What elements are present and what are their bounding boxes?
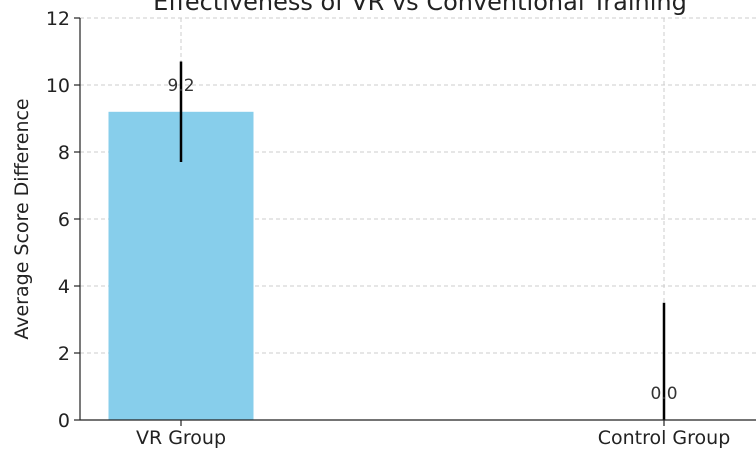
chart-title: Effectiveness of VR vs Conventional Trai… <box>153 0 687 16</box>
data-labels: 9.2 0.0 <box>167 76 677 404</box>
bar <box>108 111 254 421</box>
error-bars <box>179 61 666 420</box>
bar-value-label: 0.0 <box>650 384 677 404</box>
y-tick-label: 2 <box>58 343 70 365</box>
y-tick-label: 6 <box>58 209 70 231</box>
bars <box>108 111 254 421</box>
x-ticks: VR Group Control Group <box>136 420 730 449</box>
y-tick-label: 10 <box>46 75 70 97</box>
y-tick-label: 0 <box>58 410 70 432</box>
bar-value-label: 9.2 <box>167 76 194 96</box>
y-tick-label: 12 <box>46 8 70 30</box>
y-tick-label: 8 <box>58 142 70 164</box>
y-axis-title: Average Score Difference <box>11 98 33 339</box>
x-tick-label: Control Group <box>598 427 731 449</box>
x-tick-label: VR Group <box>136 427 226 449</box>
y-ticks: 0 2 4 6 8 10 12 <box>46 8 80 432</box>
y-tick-label: 4 <box>58 276 70 298</box>
